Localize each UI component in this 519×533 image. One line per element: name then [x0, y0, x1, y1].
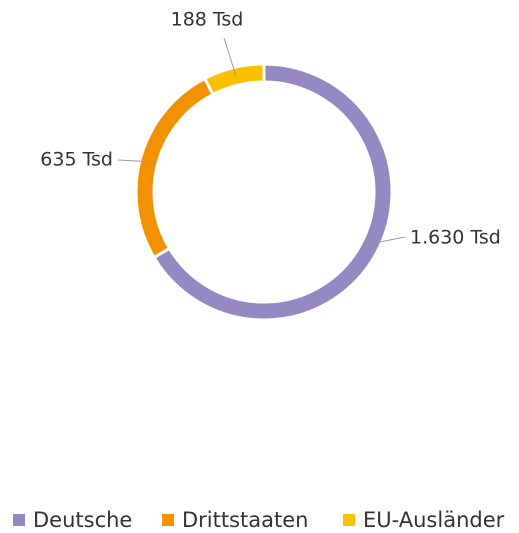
- donut-slice: [134, 76, 216, 260]
- legend-swatch: [343, 514, 355, 526]
- legend-label: Deutsche: [33, 508, 132, 532]
- leader-line: [364, 236, 406, 246]
- legend-label: EU-Ausländer: [363, 508, 505, 532]
- data-label: 188 Tsd: [171, 9, 244, 31]
- legend-label: Drittstaaten: [182, 508, 308, 532]
- data-label: 635 Tsd: [40, 149, 113, 171]
- data-label: 1.630 Tsd: [410, 227, 501, 249]
- donut-slice: [202, 62, 266, 97]
- leader-line: [117, 159, 156, 163]
- legend-swatch: [162, 514, 174, 526]
- legend-swatch: [13, 514, 25, 526]
- leader-line: [223, 37, 237, 77]
